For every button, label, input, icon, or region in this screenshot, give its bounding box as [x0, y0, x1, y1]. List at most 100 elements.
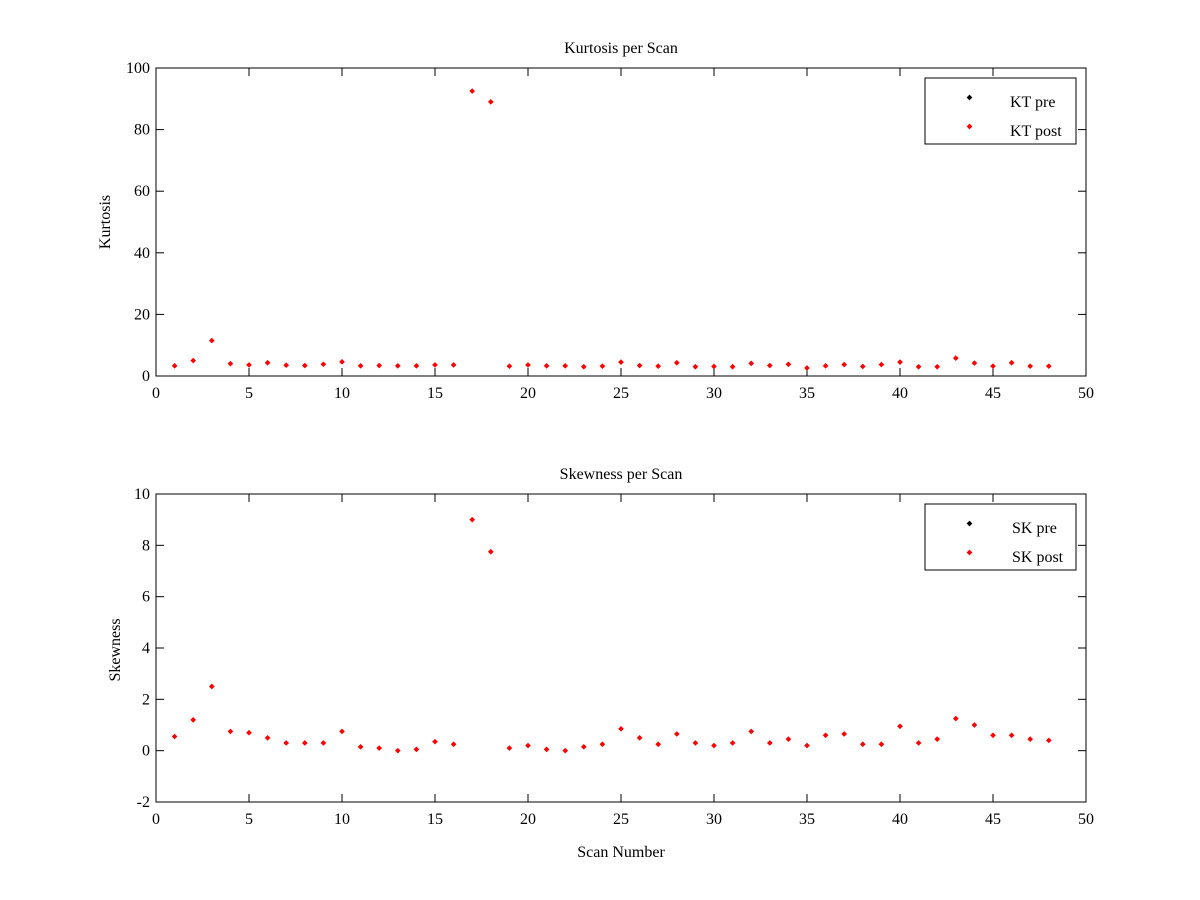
skewness-point-post [804, 742, 810, 749]
skewness-point-post [357, 743, 364, 750]
skewness-x-tick-label: 15 [427, 811, 443, 828]
kurtosis-point-post [766, 362, 773, 369]
skewness-x-tick-label: 20 [520, 811, 536, 828]
skewness-point-post [990, 732, 996, 739]
kurtosis-point-post [692, 363, 699, 370]
skewness-point-post [711, 742, 717, 749]
kurtosis-point-post [636, 362, 643, 369]
skewness-y-axis-label: Skewness [107, 618, 124, 681]
skewness-point-post [301, 740, 308, 746]
kurtosis-point-post [1045, 363, 1052, 369]
kurtosis-point-post [320, 361, 327, 368]
skewness-point-post [673, 731, 680, 737]
skewness-point-post [897, 723, 903, 730]
kurtosis-y-tick-label: 40 [134, 245, 150, 262]
skewness-point-post [432, 738, 438, 745]
skewness-point-post [766, 740, 773, 746]
kurtosis-y-tick-label: 20 [134, 306, 150, 323]
kurtosis-point-post [562, 363, 569, 369]
kurtosis-point-post [190, 357, 197, 364]
kurtosis-legend-marker-post [966, 123, 973, 130]
skewness-axes: Skewness per Scan Skewness Scan Number 0… [107, 466, 1094, 861]
kurtosis-point-post [822, 363, 829, 369]
skewness-point-post [487, 548, 494, 555]
kurtosis-point-post [878, 361, 885, 368]
skewness-point-post [599, 741, 606, 748]
kurtosis-x-tick-label: 20 [520, 385, 536, 402]
kurtosis-x-tick-label: 25 [613, 385, 629, 402]
kurtosis-point-post [915, 363, 922, 370]
kurtosis-point-post [1027, 363, 1034, 369]
kurtosis-point-post [711, 363, 717, 370]
kurtosis-legend: KT pre KT post [924, 77, 1077, 145]
kurtosis-point-post [227, 360, 234, 367]
kurtosis-point-post [748, 360, 755, 367]
skewness-point-post [841, 731, 848, 737]
kurtosis-point-post [655, 363, 662, 369]
skewness-point-post [618, 726, 624, 732]
kurtosis-x-tick-label: 35 [799, 385, 815, 402]
kurtosis-point-post [618, 359, 624, 365]
skewness-point-post [246, 729, 252, 736]
kurtosis-ticks: 0 5 10 15 20 25 30 35 40 45 50 0 20 40 60 80 100 [126, 60, 1094, 402]
skewness-legend-label-post: SK post [1012, 549, 1064, 566]
skewness-point-post [469, 516, 476, 523]
skewness-x-tick-label: 0 [152, 811, 160, 828]
kurtosis-point-post [357, 363, 364, 369]
skewness-legend-box [924, 503, 1077, 571]
kurtosis-legend-marker-pre [966, 94, 973, 101]
kurtosis-point-post [543, 363, 550, 369]
skewness-point-post [320, 740, 327, 746]
kurtosis-point-post [264, 359, 271, 366]
skewness-legend-marker-post [966, 549, 973, 556]
skewness-point-post [1045, 737, 1052, 744]
kurtosis-point-post [376, 362, 383, 369]
kurtosis-point-post [339, 359, 345, 365]
skewness-x-tick-label: 5 [245, 811, 253, 828]
skewness-point-post [227, 728, 234, 735]
skewness-x-tick-label: 10 [334, 811, 350, 828]
skewness-x-tick-label: 45 [985, 811, 1001, 828]
kurtosis-point-post [841, 361, 848, 368]
kurtosis-point-post [785, 361, 792, 368]
skewness-point-post [394, 747, 401, 754]
skewness-legend-label-pre: SK pre [1012, 520, 1057, 537]
skewness-point-post [525, 742, 531, 749]
skewness-points [171, 516, 1052, 754]
kurtosis-axes: Kurtosis per Scan Kurtosis 0 5 10 15 20 25 30 3… [97, 40, 1094, 402]
kurtosis-x-tick-label: 45 [985, 385, 1001, 402]
skewness-point-post [376, 745, 383, 751]
kurtosis-point-post [990, 363, 996, 369]
skewness-point-post [543, 746, 550, 753]
kurtosis-point-post [525, 362, 531, 368]
skewness-point-post [785, 736, 792, 742]
kurtosis-x-tick-label: 0 [152, 385, 160, 402]
skewness-point-post [952, 715, 959, 722]
skewness-y-tick-label: 4 [142, 640, 150, 657]
kurtosis-point-post [729, 363, 736, 370]
kurtosis-x-tick-label: 10 [334, 385, 350, 402]
kurtosis-y-axis-label: Kurtosis [97, 195, 114, 249]
skewness-x-tick-label: 35 [799, 811, 815, 828]
kurtosis-point-post [971, 360, 978, 366]
skewness-x-tick-label: 40 [892, 811, 908, 828]
skewness-point-post [562, 747, 569, 754]
kurtosis-y-tick-label: 100 [126, 60, 150, 77]
skewness-point-post [655, 741, 662, 748]
skewness-legend: SK pre SK post [924, 503, 1077, 571]
kurtosis-legend-label-post: KT post [1010, 123, 1062, 140]
kurtosis-y-tick-label: 60 [134, 183, 150, 200]
skewness-point-post [636, 735, 643, 741]
skewness-point-post [822, 732, 829, 739]
skewness-y-tick-label: -2 [137, 794, 150, 811]
kurtosis-legend-box [924, 77, 1077, 145]
kurtosis-point-post [897, 359, 903, 365]
skewness-x-tick-label: 25 [613, 811, 629, 828]
skewness-y-tick-label: 8 [142, 537, 150, 554]
skewness-point-post [580, 743, 587, 750]
kurtosis-point-post [301, 362, 308, 369]
kurtosis-x-tick-label: 50 [1078, 385, 1094, 402]
kurtosis-legend-label-pre: KT pre [1010, 94, 1055, 111]
kurtosis-point-post [413, 363, 420, 369]
